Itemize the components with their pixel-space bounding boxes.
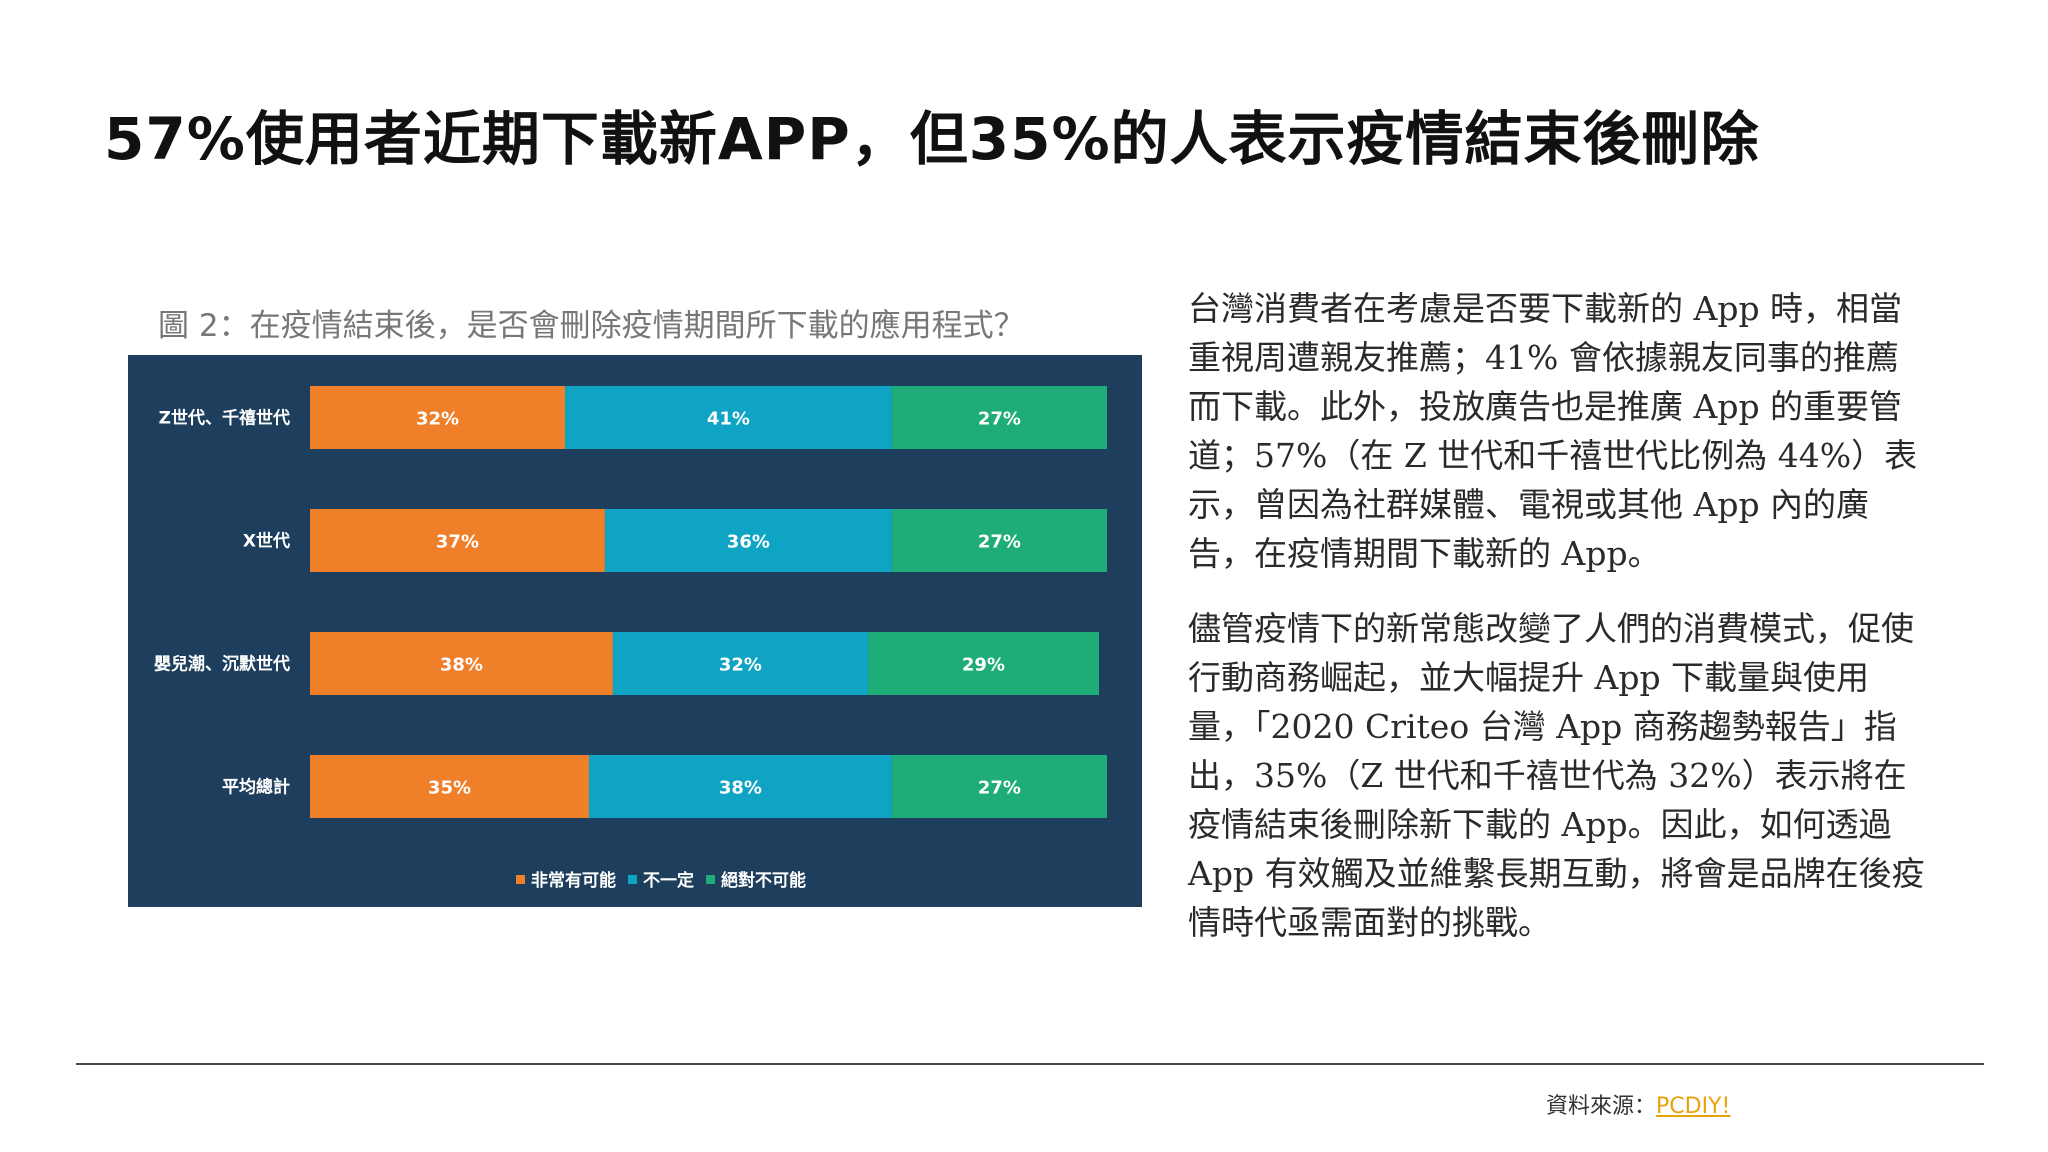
stacked-bar-chart: Z世代、千禧世代 32% 41% 27% X世代 37% 36% 27% 嬰兒潮、沉默世代 38%…	[154, 386, 1107, 891]
data-label: 35%	[428, 778, 471, 799]
bar-segment-3	[891, 386, 1107, 449]
data-label: 27%	[978, 778, 1021, 799]
bar-segment-2	[588, 755, 892, 818]
data-label: 37%	[436, 532, 479, 553]
article-paragraph-1: 台灣消費者在考慮是否要下載新的 App 時，相當重視周遭親友推薦；41% 會依據…	[1188, 289, 1918, 573]
bar-segment-2	[612, 632, 868, 695]
data-label: 41%	[707, 409, 750, 430]
bar-segment-1	[310, 755, 589, 818]
category-label: 嬰兒潮、沉默世代	[154, 654, 290, 675]
source-credit: 資料來源：PCDIY!	[1546, 1088, 1730, 1120]
chart-title: 圖 2：在疫情結束後，是否會刪除疫情期間所下載的應用程式？	[158, 308, 1025, 344]
bar-segment-3	[891, 755, 1107, 818]
data-label: 29%	[962, 655, 1005, 676]
category-label: 平均總計	[222, 777, 290, 798]
bar-segment-1	[310, 509, 605, 572]
data-label: 32%	[719, 655, 762, 676]
bar-segment-2	[604, 509, 892, 572]
legend-label: 絕對不可能	[721, 870, 806, 891]
legend-swatch	[516, 875, 525, 884]
legend-swatch	[706, 875, 715, 884]
article-paragraph-2: 儘管疫情下的新常態改變了人們的消費模式，促使行動商務崛起，並大幅提升 App 下…	[1188, 609, 1925, 942]
source-link[interactable]: PCDIY!	[1656, 1094, 1731, 1119]
bar-segment-1	[310, 632, 613, 695]
article-body: 台灣消費者在考慮是否要下載新的 App 時，相當重視周遭親友推薦；41% 會依據…	[1188, 284, 1928, 973]
data-label: 38%	[440, 655, 483, 676]
bar-segment-3	[891, 509, 1107, 572]
bar-segment-3	[867, 632, 1100, 695]
legend-label: 非常有可能	[531, 870, 616, 891]
footer-divider	[76, 1063, 1984, 1065]
chart-panel: Z世代、千禧世代 32% 41% 27% X世代 37% 36% 27% 嬰兒潮、沉默世代 38%…	[128, 355, 1142, 907]
legend-swatch	[628, 875, 637, 884]
data-label: 32%	[416, 409, 459, 430]
bar-segment-1	[310, 386, 566, 449]
data-label: 27%	[978, 532, 1021, 553]
source-label: 資料來源：	[1546, 1094, 1657, 1119]
data-label: 27%	[978, 409, 1021, 430]
legend-label: 不一定	[643, 870, 694, 891]
data-label: 38%	[719, 778, 762, 799]
data-label: 36%	[727, 532, 770, 553]
page-title: 57%使用者近期下載新APP，但35%的人表示疫情結束後刪除	[104, 105, 1760, 173]
bar-segment-2	[565, 386, 892, 449]
category-label: X世代	[243, 531, 290, 552]
category-label: Z世代、千禧世代	[159, 408, 290, 429]
